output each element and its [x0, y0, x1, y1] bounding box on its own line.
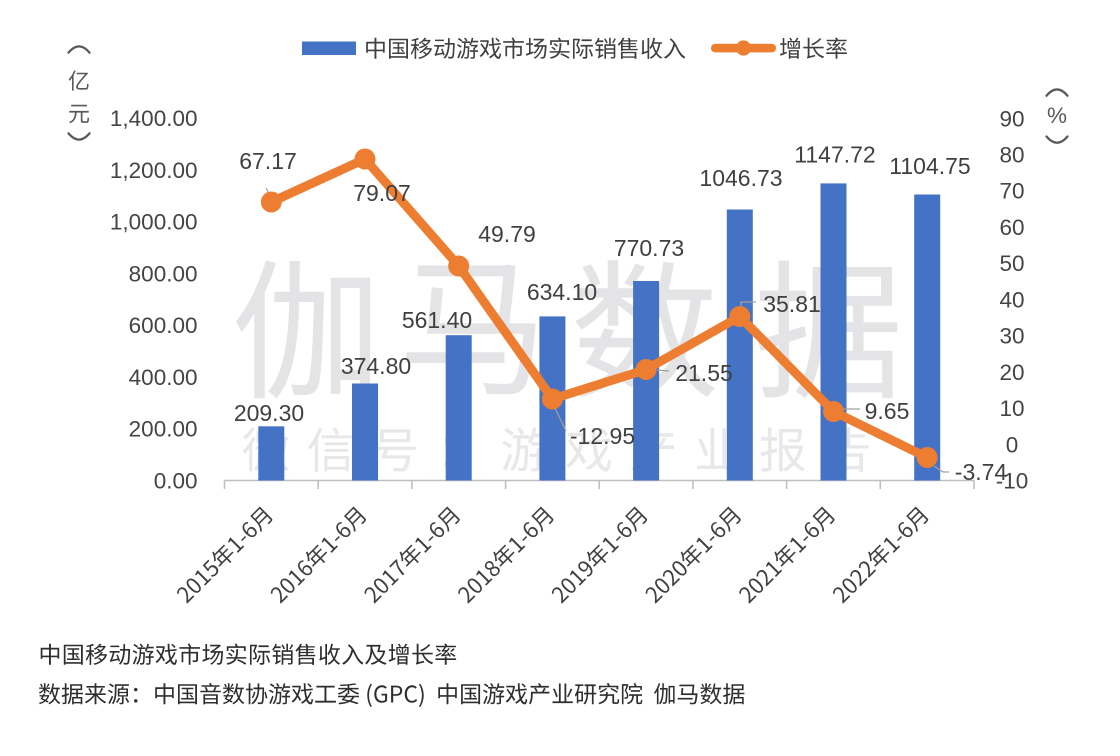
svg-text:374.80: 374.80 [341, 353, 411, 379]
svg-text:-3.74: -3.74 [955, 459, 1008, 485]
svg-text:209.30: 209.30 [234, 400, 304, 426]
svg-text:561.40: 561.40 [402, 307, 472, 333]
svg-text:0.00: 0.00 [154, 469, 198, 494]
svg-text:49.79: 49.79 [478, 221, 536, 247]
svg-text:70: 70 [999, 179, 1024, 204]
svg-text:-12.95: -12.95 [570, 423, 635, 449]
svg-text:10: 10 [999, 396, 1024, 421]
svg-text:%: % [1047, 103, 1067, 128]
svg-text:30: 30 [999, 324, 1024, 349]
svg-text:1,200.00: 1,200.00 [110, 158, 198, 183]
svg-text:0: 0 [1006, 432, 1019, 457]
svg-text:9.65: 9.65 [865, 398, 910, 424]
svg-text:90: 90 [999, 106, 1024, 131]
svg-text:400.00: 400.00 [129, 365, 198, 390]
svg-text:20: 20 [999, 360, 1024, 385]
svg-text:1,000.00: 1,000.00 [110, 210, 198, 235]
svg-text:200.00: 200.00 [129, 417, 198, 442]
svg-text:1104.75: 1104.75 [889, 153, 970, 179]
svg-text:79.07: 79.07 [353, 180, 411, 206]
svg-text:1147.72: 1147.72 [794, 142, 875, 168]
svg-text:60: 60 [999, 215, 1024, 240]
svg-text:1,400.00: 1,400.00 [110, 106, 198, 131]
svg-text:80: 80 [999, 143, 1024, 168]
svg-text:35.81: 35.81 [763, 291, 821, 317]
svg-text:1046.73: 1046.73 [699, 165, 782, 191]
svg-text:-10: -10 [996, 469, 1029, 494]
svg-text:21.55: 21.55 [675, 360, 733, 386]
svg-text:40: 40 [999, 287, 1024, 312]
svg-text:770.73: 770.73 [614, 235, 684, 261]
svg-text:634.10: 634.10 [527, 279, 597, 305]
svg-text:800.00: 800.00 [129, 261, 198, 286]
svg-text:67.17: 67.17 [239, 148, 297, 174]
svg-text:50: 50 [999, 251, 1024, 276]
svg-text:600.00: 600.00 [129, 313, 198, 338]
